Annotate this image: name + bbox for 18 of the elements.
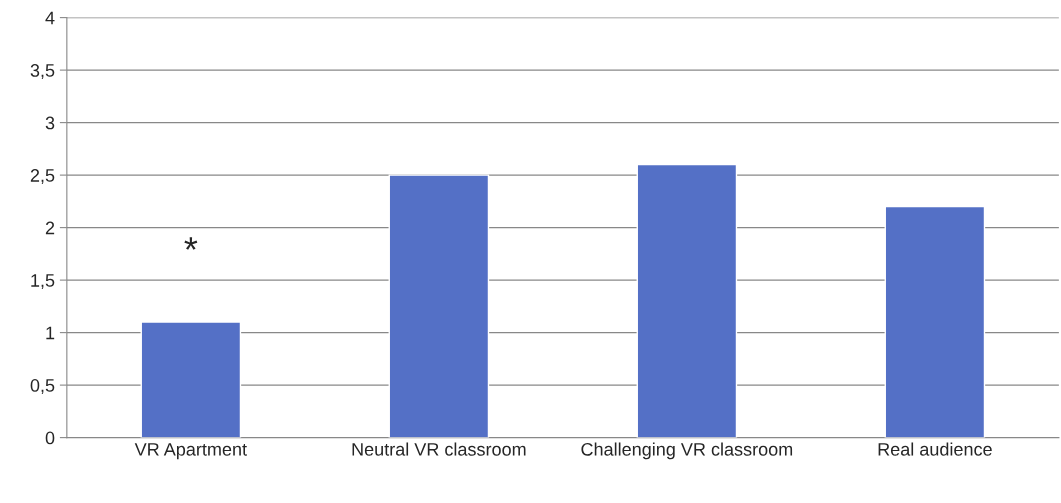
y-tick-label: 0,5 <box>30 379 55 394</box>
y-tick-label: 2,5 <box>30 169 55 184</box>
x-tick-label: VR Apartment <box>134 443 247 460</box>
bar <box>140 321 242 438</box>
bar <box>636 163 738 438</box>
x-tick-label: Real audience <box>878 442 992 456</box>
bar <box>884 205 986 438</box>
y-tick-label: 0 <box>45 431 55 445</box>
y-tick-label: 1 <box>46 326 55 340</box>
x-tick-label: Challenging VR classroom <box>581 442 793 460</box>
y-tick-label: 3 <box>45 116 55 130</box>
annotation: * <box>184 237 198 250</box>
y-tick-label: 1,5 <box>31 274 55 289</box>
y-tick-label: 3,5 <box>30 64 55 79</box>
x-tick-label: Neutral VR classroom <box>352 442 526 456</box>
bar <box>388 174 490 438</box>
y-tick-label: 4 <box>45 11 55 25</box>
y-tick-label: 2 <box>45 221 55 235</box>
